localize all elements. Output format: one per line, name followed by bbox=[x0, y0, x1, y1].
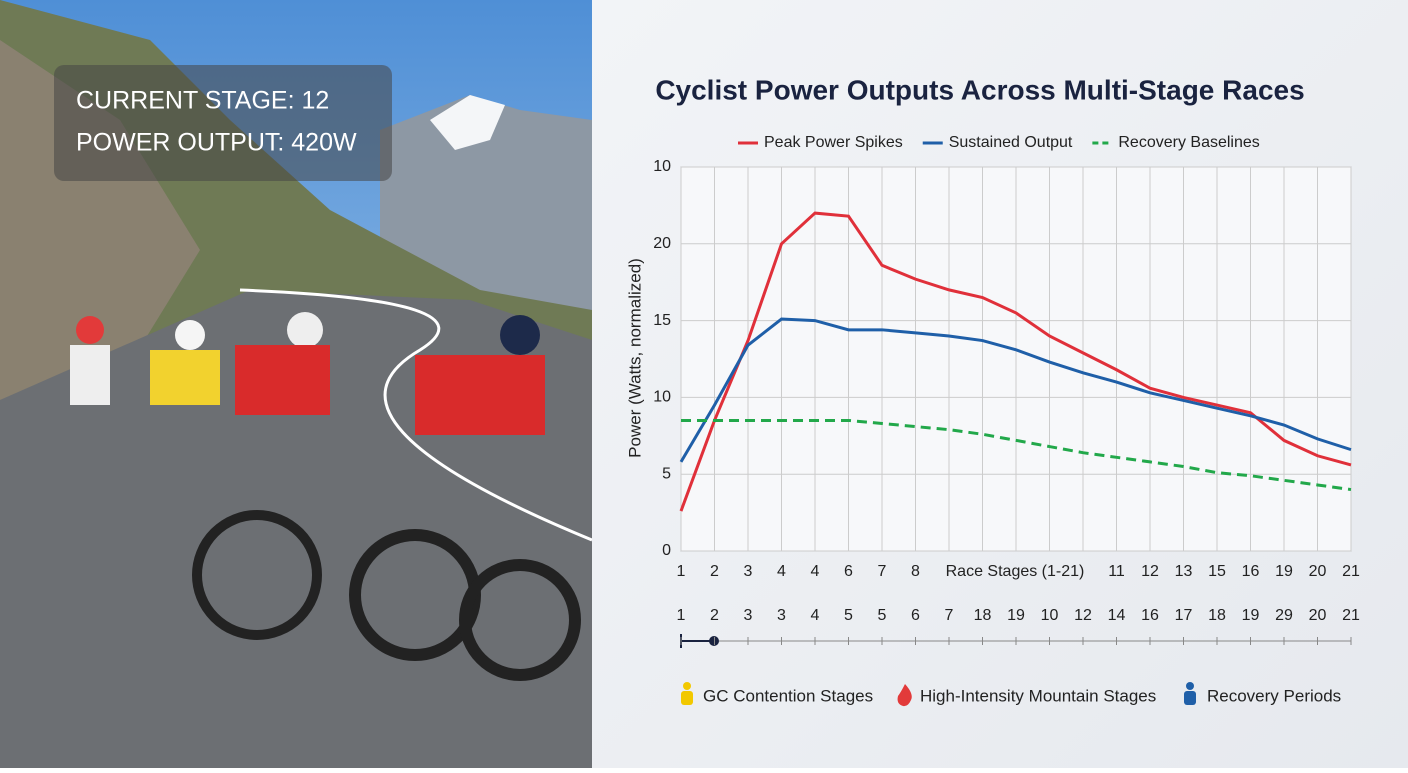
timeline-label: 5 bbox=[844, 607, 853, 624]
x-tick-label: 12 bbox=[1141, 563, 1159, 580]
x-axis-label: Race Stages (1-21) bbox=[946, 563, 1085, 580]
timeline-label: 16 bbox=[1141, 607, 1159, 624]
timeline-label: 17 bbox=[1175, 607, 1193, 624]
x-tick-label: 7 bbox=[878, 563, 887, 580]
timeline-label: 18 bbox=[974, 607, 992, 624]
x-tick-label: 20 bbox=[1309, 563, 1327, 580]
y-tick-label: 20 bbox=[653, 235, 671, 252]
series-line bbox=[679, 317, 1352, 463]
timeline-label: 29 bbox=[1275, 607, 1293, 624]
x-tick-label: 4 bbox=[811, 563, 820, 580]
timeline-label: 21 bbox=[1342, 607, 1360, 624]
y-axis-label: Power (Watts, normalized) bbox=[625, 258, 644, 458]
x-tick-label: 4 bbox=[777, 563, 786, 580]
x-tick-label: 16 bbox=[1242, 563, 1260, 580]
timeline-label: 6 bbox=[911, 607, 920, 624]
stage-text: CURRENT STAGE: 12 bbox=[76, 87, 329, 115]
x-tick-label: 6 bbox=[844, 563, 853, 580]
timeline-label: 19 bbox=[1007, 607, 1025, 624]
series-line bbox=[679, 211, 1352, 512]
legend-label: Recovery Baselines bbox=[1118, 134, 1259, 151]
y-tick-label: 10 bbox=[653, 158, 671, 175]
timeline-label: 3 bbox=[744, 607, 753, 624]
timeline-label: 18 bbox=[1208, 607, 1226, 624]
x-tick-label: 2 bbox=[710, 563, 719, 580]
footer-legend-label: GC Contention Stages bbox=[703, 686, 873, 705]
timeline-label: 4 bbox=[811, 607, 820, 624]
timeline-label: 14 bbox=[1108, 607, 1126, 624]
photo: CURRENT STAGE: 12 POWER OUTPUT: 420W bbox=[0, 0, 593, 768]
timeline-label: 1 bbox=[677, 607, 686, 624]
timeline-label: 7 bbox=[945, 607, 954, 624]
timeline-label: 2 bbox=[710, 607, 719, 624]
power-text: POWER OUTPUT: 420W bbox=[76, 129, 357, 157]
timeline-label: 19 bbox=[1242, 607, 1260, 624]
riders bbox=[70, 312, 581, 681]
legend-label: Sustained Output bbox=[949, 134, 1073, 151]
x-tick-label: 13 bbox=[1175, 563, 1193, 580]
x-tick-label: 19 bbox=[1275, 563, 1293, 580]
timeline-label: 3 bbox=[777, 607, 786, 624]
x-tick-label: 21 bbox=[1342, 563, 1360, 580]
footer-icons bbox=[681, 682, 1196, 707]
timeline-label: 12 bbox=[1074, 607, 1092, 624]
footer-legend-label: Recovery Periods bbox=[1207, 686, 1341, 705]
overlay-box bbox=[54, 65, 392, 181]
x-tick-label: 11 bbox=[1108, 563, 1125, 580]
y-tick-label: 0 bbox=[662, 542, 671, 559]
x-tick-label: 1 bbox=[677, 563, 686, 580]
series-line bbox=[681, 418, 1352, 492]
x-tick-label: 3 bbox=[744, 563, 753, 580]
timeline-label: 10 bbox=[1041, 607, 1059, 624]
timeline-label: 5 bbox=[878, 607, 887, 624]
chart-title: Cyclist Power Outputs Across Multi-Stage… bbox=[655, 74, 1304, 105]
y-tick-label: 5 bbox=[662, 465, 671, 482]
legend-label: Peak Power Spikes bbox=[764, 134, 903, 151]
x-tick-label: 15 bbox=[1208, 563, 1226, 580]
y-tick-label: 15 bbox=[653, 312, 671, 329]
x-tick-label: 8 bbox=[911, 563, 920, 580]
timeline-label: 20 bbox=[1309, 607, 1327, 624]
y-tick-label: 10 bbox=[653, 389, 671, 406]
footer-legend-label: High-Intensity Mountain Stages bbox=[920, 686, 1156, 705]
